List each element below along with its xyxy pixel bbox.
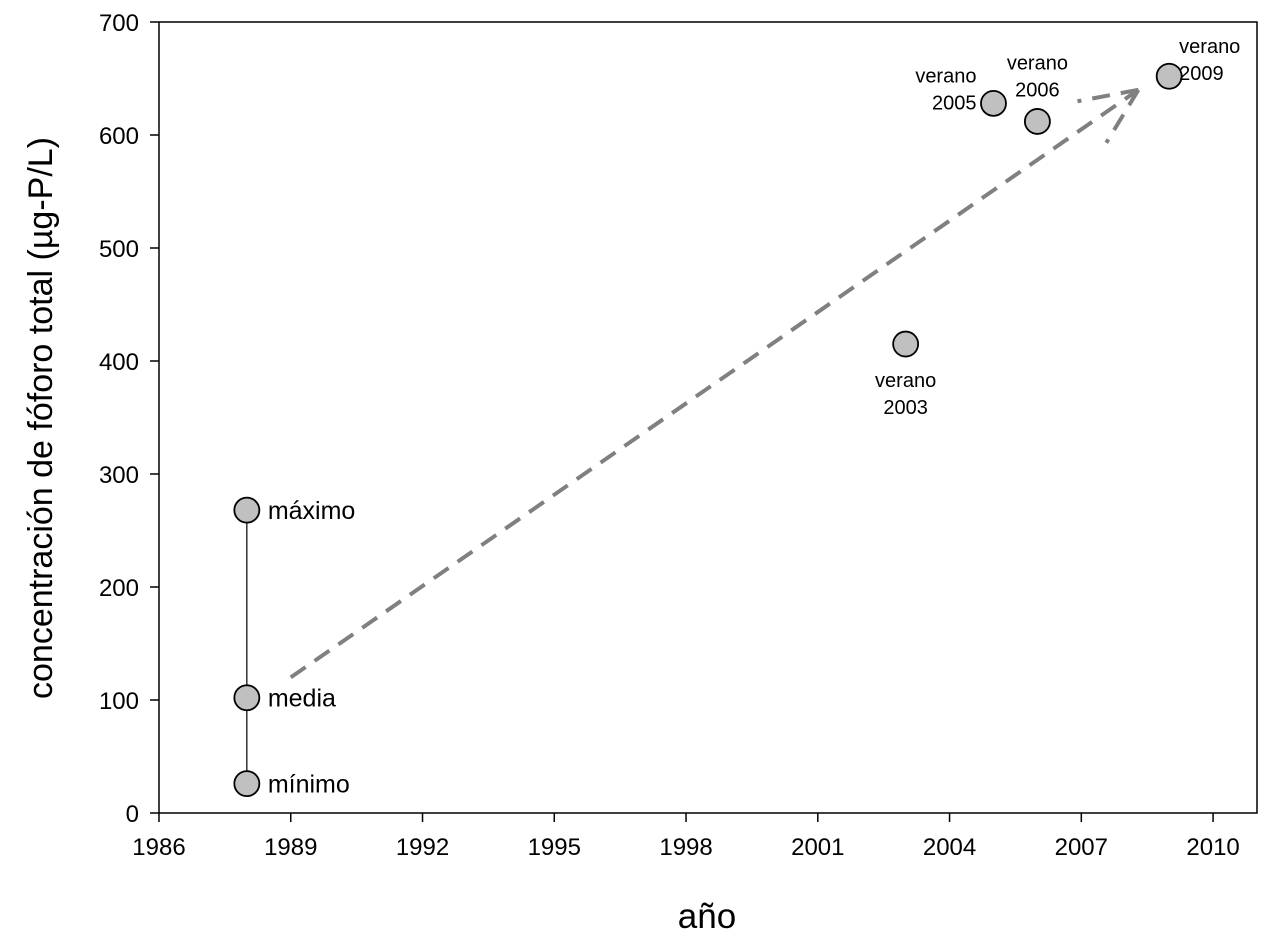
label-year: 2003 — [883, 397, 928, 419]
x-tick-label: 2004 — [923, 834, 976, 861]
x-tick-label: 2001 — [791, 834, 844, 861]
x-tick-label: 1998 — [659, 834, 712, 861]
summer-point-label: verano 2009 — [1179, 36, 1240, 85]
y-tick-label: 100 — [99, 688, 139, 715]
x-tick-label: 1992 — [396, 834, 449, 861]
trend-arrow-group — [289, 87, 1141, 680]
y-tick-label: 500 — [99, 236, 139, 263]
summer-point-marker — [980, 89, 1007, 117]
x-axis-title: año — [678, 897, 736, 936]
y-tick-label: 400 — [99, 349, 139, 376]
label-season: verano — [1179, 36, 1240, 58]
label-year: 2009 — [1179, 63, 1224, 85]
summer-point-label: verano 2006 — [1007, 52, 1068, 101]
ticks-group: 1986 1989 1992 1995 1998 2001 2004 2007 2010 0 100… — [99, 10, 1240, 861]
summer-point-label: verano 2005 — [915, 65, 976, 114]
y-tick-label: 200 — [99, 575, 139, 602]
summer-point-marker — [892, 330, 920, 358]
y-tick-label: 700 — [99, 10, 139, 37]
series-group — [233, 62, 1183, 798]
label-year: 2005 — [932, 92, 977, 114]
x-tick-label: 1986 — [132, 834, 185, 861]
trend-arrow-head-lower — [1077, 87, 1139, 104]
x-tick-label: 1989 — [264, 834, 317, 861]
summer-point-label: verano 2003 — [875, 370, 936, 419]
range-point-marker — [233, 770, 261, 798]
range-point-label: mínimo — [268, 771, 350, 799]
summer-point-marker — [1024, 108, 1051, 135]
range-point-marker — [233, 684, 261, 712]
y-tick-label: 600 — [99, 123, 139, 150]
label-season: verano — [915, 65, 976, 87]
label-year: 2006 — [1015, 79, 1060, 101]
y-axis-title: concentración de fóforo total (µg-P/L) — [22, 137, 60, 699]
trend-arrow-head-upper — [1104, 88, 1141, 144]
y-tick-label: 0 — [126, 801, 139, 828]
axes-group — [158, 21, 1258, 814]
range-point-marker — [233, 496, 261, 524]
x-tick-label: 2010 — [1186, 834, 1239, 861]
range-point-label: media — [268, 685, 336, 713]
x-tick-label: 2007 — [1055, 834, 1108, 861]
range-point-label: máximo — [268, 497, 356, 525]
summer-point-marker — [1155, 62, 1183, 90]
y-tick-label: 300 — [99, 462, 139, 489]
plot-frame — [158, 21, 1258, 814]
trend-arrow-shaft — [289, 88, 1140, 680]
label-season: verano — [1007, 52, 1068, 74]
x-tick-label: 1995 — [528, 834, 581, 861]
label-season: verano — [875, 370, 936, 392]
